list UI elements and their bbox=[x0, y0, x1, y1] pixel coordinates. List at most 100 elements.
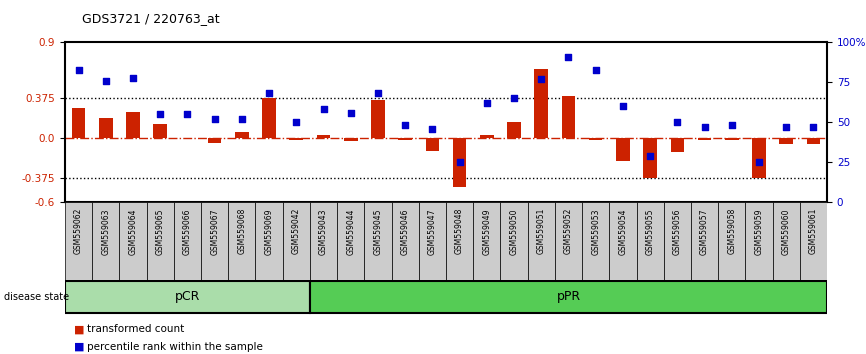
Text: pPR: pPR bbox=[556, 290, 580, 303]
Bar bbox=[725, 138, 739, 140]
Bar bbox=[372, 100, 385, 138]
Bar bbox=[753, 138, 766, 178]
Text: GSM559069: GSM559069 bbox=[265, 208, 274, 255]
FancyBboxPatch shape bbox=[527, 202, 555, 280]
Bar bbox=[126, 112, 139, 138]
Point bbox=[72, 67, 86, 73]
Point bbox=[289, 119, 303, 125]
Text: GSM559054: GSM559054 bbox=[618, 208, 627, 255]
Text: GSM559060: GSM559060 bbox=[782, 208, 791, 255]
Bar bbox=[779, 138, 793, 144]
Text: GSM559044: GSM559044 bbox=[346, 208, 355, 255]
Bar bbox=[262, 98, 276, 138]
FancyBboxPatch shape bbox=[610, 202, 637, 280]
Text: GSM559059: GSM559059 bbox=[754, 208, 764, 255]
Bar bbox=[235, 132, 249, 138]
Text: GSM559050: GSM559050 bbox=[509, 208, 519, 255]
Point bbox=[344, 110, 358, 115]
Text: GSM559043: GSM559043 bbox=[319, 208, 328, 255]
Point bbox=[589, 67, 603, 73]
Bar bbox=[670, 138, 684, 152]
FancyBboxPatch shape bbox=[120, 202, 146, 280]
Bar bbox=[480, 135, 494, 138]
FancyBboxPatch shape bbox=[800, 202, 827, 280]
Text: GSM559048: GSM559048 bbox=[456, 208, 464, 255]
Text: pCR: pCR bbox=[175, 290, 200, 303]
Point bbox=[317, 107, 331, 112]
FancyBboxPatch shape bbox=[582, 202, 610, 280]
Point bbox=[99, 78, 113, 84]
Text: GSM559053: GSM559053 bbox=[591, 208, 600, 255]
Point bbox=[725, 122, 739, 128]
Point bbox=[398, 122, 412, 128]
Text: GSM559057: GSM559057 bbox=[700, 208, 709, 255]
FancyBboxPatch shape bbox=[65, 202, 92, 280]
Bar bbox=[72, 108, 86, 138]
Text: ■: ■ bbox=[74, 342, 84, 352]
Text: GSM559047: GSM559047 bbox=[428, 208, 436, 255]
FancyBboxPatch shape bbox=[282, 202, 310, 280]
Text: disease state: disease state bbox=[4, 292, 69, 302]
FancyBboxPatch shape bbox=[337, 202, 365, 280]
Bar bbox=[562, 96, 575, 138]
Text: transformed count: transformed count bbox=[87, 324, 184, 334]
FancyBboxPatch shape bbox=[772, 202, 800, 280]
FancyBboxPatch shape bbox=[746, 202, 772, 280]
FancyBboxPatch shape bbox=[146, 202, 174, 280]
FancyBboxPatch shape bbox=[365, 202, 391, 280]
FancyBboxPatch shape bbox=[663, 202, 691, 280]
Point bbox=[208, 116, 222, 122]
Text: GSM559067: GSM559067 bbox=[210, 208, 219, 255]
Text: GSM559062: GSM559062 bbox=[74, 208, 83, 255]
Point bbox=[507, 96, 521, 101]
Text: GSM559066: GSM559066 bbox=[183, 208, 192, 255]
FancyBboxPatch shape bbox=[691, 202, 718, 280]
Text: GSM559056: GSM559056 bbox=[673, 208, 682, 255]
Text: GSM559046: GSM559046 bbox=[401, 208, 410, 255]
Bar bbox=[453, 138, 467, 187]
Point bbox=[616, 103, 630, 109]
Point bbox=[180, 111, 194, 117]
Point bbox=[153, 111, 167, 117]
Point bbox=[425, 126, 439, 131]
Point bbox=[806, 124, 820, 130]
Point bbox=[126, 75, 140, 80]
Bar bbox=[153, 124, 167, 138]
FancyBboxPatch shape bbox=[255, 202, 282, 280]
Point bbox=[453, 159, 467, 165]
FancyBboxPatch shape bbox=[92, 202, 120, 280]
Bar bbox=[589, 138, 603, 140]
FancyBboxPatch shape bbox=[65, 281, 310, 313]
Point bbox=[670, 119, 684, 125]
Bar bbox=[317, 135, 330, 138]
FancyBboxPatch shape bbox=[229, 202, 255, 280]
FancyBboxPatch shape bbox=[446, 202, 473, 280]
Point bbox=[480, 100, 494, 106]
Point bbox=[534, 76, 548, 82]
FancyBboxPatch shape bbox=[555, 202, 582, 280]
FancyBboxPatch shape bbox=[174, 202, 201, 280]
Bar bbox=[289, 138, 303, 140]
Text: GSM559045: GSM559045 bbox=[373, 208, 383, 255]
Text: GSM559051: GSM559051 bbox=[537, 208, 546, 255]
Point bbox=[262, 91, 276, 96]
FancyBboxPatch shape bbox=[501, 202, 527, 280]
Text: GSM559055: GSM559055 bbox=[646, 208, 655, 255]
FancyBboxPatch shape bbox=[473, 202, 501, 280]
Bar bbox=[643, 138, 657, 178]
FancyBboxPatch shape bbox=[391, 202, 419, 280]
Bar bbox=[507, 122, 520, 138]
Point bbox=[561, 54, 575, 59]
Text: GSM559052: GSM559052 bbox=[564, 208, 573, 255]
FancyBboxPatch shape bbox=[419, 202, 446, 280]
Bar bbox=[398, 138, 412, 140]
Point bbox=[235, 116, 249, 122]
FancyBboxPatch shape bbox=[637, 202, 663, 280]
Point bbox=[698, 124, 712, 130]
Text: percentile rank within the sample: percentile rank within the sample bbox=[87, 342, 262, 352]
FancyBboxPatch shape bbox=[310, 202, 337, 280]
Text: GSM559065: GSM559065 bbox=[156, 208, 165, 255]
Text: GSM559042: GSM559042 bbox=[292, 208, 301, 255]
Bar bbox=[425, 138, 439, 151]
Bar bbox=[806, 138, 820, 144]
